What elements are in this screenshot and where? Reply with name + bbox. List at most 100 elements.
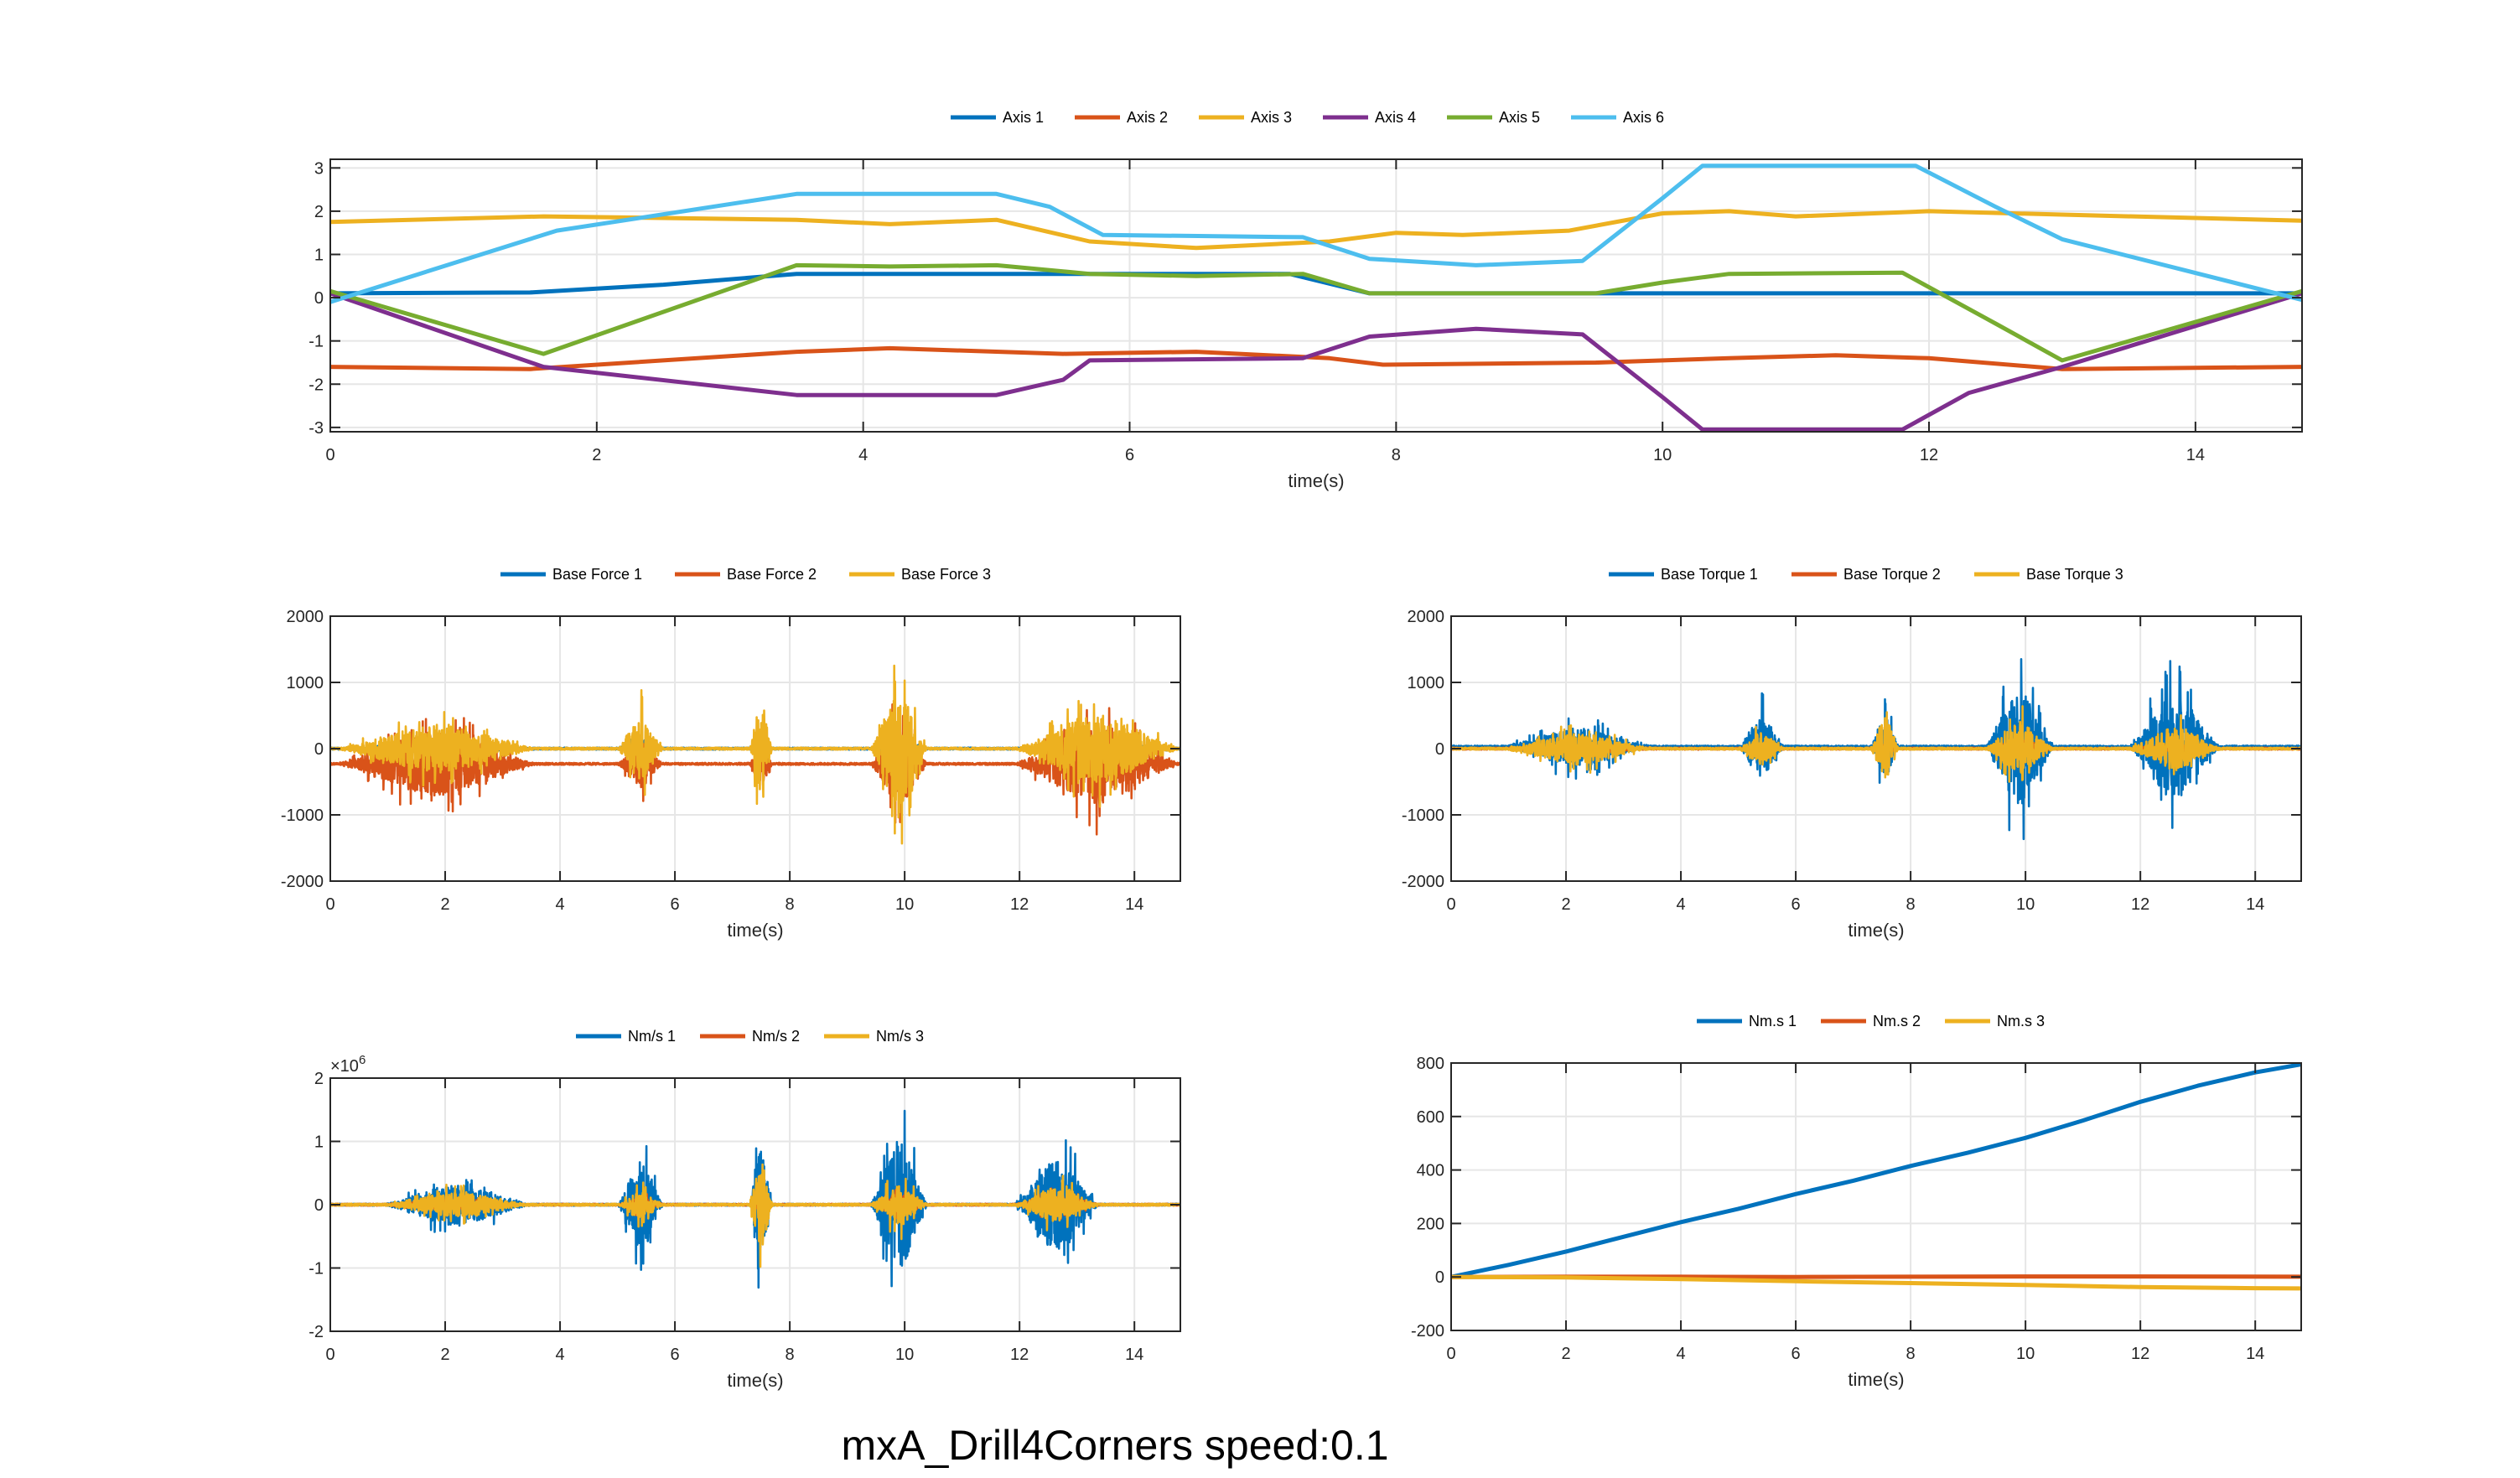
y-tick-label: 1000: [1408, 674, 1445, 692]
y-tick-label: -1: [309, 333, 324, 351]
legend-label: Nm/s 2: [752, 1028, 800, 1045]
legend-label: Nm/s 1: [628, 1028, 676, 1045]
x-tick-label: 8: [786, 1346, 795, 1364]
y-tick-label: 3: [314, 159, 324, 178]
x-tick-label: 6: [1791, 1345, 1801, 1363]
x-tick-label: 10: [895, 1346, 914, 1364]
x-axis-label: time(s): [1288, 470, 1344, 491]
series-line-3: [330, 664, 1180, 845]
series-line-3: [330, 209, 2302, 251]
series-group: [330, 1109, 1180, 1289]
x-tick-label: 4: [1676, 1345, 1685, 1363]
x-tick-label: 2: [440, 1346, 449, 1364]
series-group: [330, 163, 2302, 432]
figure-suptitle: mxA_Drill4Corners speed:0.1: [841, 1422, 1389, 1469]
x-tick-label: 6: [1125, 446, 1134, 464]
legend-label: Axis 5: [1499, 109, 1540, 126]
y-tick-label: 1000: [287, 674, 324, 692]
y-tick-label: 0: [314, 289, 324, 308]
y-tick-label: 0: [314, 740, 324, 759]
x-tick-label: 0: [1446, 1345, 1455, 1363]
series-line-4: [330, 291, 2302, 432]
x-tick-label: 14: [2246, 1345, 2264, 1363]
legend-label: Nm/s 3: [876, 1028, 924, 1045]
x-tick-label: 0: [325, 446, 334, 464]
x-tick-label: 12: [2131, 1345, 2149, 1363]
y-tick-label: -2000: [1402, 873, 1444, 891]
legend-label: Axis 6: [1623, 109, 1664, 126]
x-tick-label: 2: [1561, 1345, 1570, 1363]
legend-label: Axis 1: [1003, 109, 1044, 126]
x-tick-label: 12: [2131, 895, 2149, 914]
legend-label: Axis 3: [1251, 109, 1292, 126]
x-tick-label: 4: [1676, 895, 1685, 914]
series-group: [1451, 1063, 2301, 1291]
series-line-2: [330, 345, 2302, 371]
x-tick-label: 6: [671, 1346, 680, 1364]
y-tick-label: 2000: [287, 608, 324, 626]
x-tick-label: 10: [2016, 1345, 2035, 1363]
y-tick-label: 800: [1417, 1055, 1444, 1073]
series-line-5: [330, 262, 2302, 363]
y-tick-label: 0: [1435, 740, 1444, 759]
chart-3: 0 2 4 6 8 10 12 14 -2000 -1000 0 1000 2000 time(s) Bas…: [1402, 566, 2302, 941]
x-axis-label: time(s): [727, 920, 783, 941]
y-tick-label: 400: [1417, 1162, 1444, 1180]
series-group: [330, 664, 1180, 845]
legend-label: Axis 2: [1127, 109, 1168, 126]
x-tick-label: 14: [1125, 895, 1143, 914]
plot-area: [330, 159, 2302, 432]
y-tick-label: -2000: [281, 873, 324, 891]
chart-5: 0 2 4 6 8 10 12 14-2000200400600800time(s)Nm.s …: [1411, 1013, 2302, 1390]
y-exponent-power: 6: [359, 1053, 366, 1067]
y-tick-label: -1000: [281, 806, 324, 825]
y-tick-label: -2: [309, 376, 324, 394]
legend-label: Base Torque 3: [2026, 566, 2123, 583]
y-tick-label: -2: [309, 1323, 324, 1341]
y-tick-label: 0: [1435, 1268, 1444, 1287]
y-tick-label: -3: [309, 419, 324, 438]
y-tick-label: 1: [314, 246, 324, 264]
series-line-3: [1451, 705, 2301, 783]
x-tick-label: 4: [555, 895, 564, 914]
x-tick-label: 8: [1906, 1345, 1916, 1363]
x-tick-label: 8: [1392, 446, 1401, 464]
series-line-6: [330, 163, 2302, 304]
y-tick-label: -1: [309, 1260, 324, 1278]
legend-label: Base Torque 2: [1843, 566, 1941, 583]
x-tick-label: 0: [325, 1346, 334, 1364]
legend-label: Nm.s 1: [1749, 1013, 1797, 1029]
x-tick-label: 10: [1653, 446, 1672, 464]
y-tick-label: 2000: [1408, 608, 1445, 626]
x-tick-label: 12: [1010, 895, 1029, 914]
x-axis-label: time(s): [1848, 1369, 1904, 1390]
y-tick-label: 2: [314, 1070, 324, 1088]
axes-box: [1450, 1062, 2302, 1331]
x-tick-label: 10: [2016, 895, 2035, 914]
x-tick-label: 2: [1561, 895, 1570, 914]
series-line-3: [330, 1163, 1180, 1268]
x-tick-label: 6: [671, 895, 680, 914]
x-tick-label: 14: [2186, 446, 2205, 464]
legend-label: Base Force 2: [727, 566, 817, 583]
series-line-3: [1451, 1274, 2301, 1291]
x-tick-label: 12: [1010, 1346, 1029, 1364]
x-axis-label: time(s): [727, 1370, 783, 1391]
x-tick-label: 4: [555, 1346, 564, 1364]
plot-area: [1451, 1063, 2301, 1330]
y-tick-label: 600: [1417, 1108, 1444, 1127]
x-tick-label: 12: [1920, 446, 1938, 464]
x-tick-label: 0: [1446, 895, 1455, 914]
legend-label: Base Torque 1: [1661, 566, 1758, 583]
y-exponent-label: ×106: [330, 1053, 366, 1076]
x-tick-label: 6: [1791, 895, 1801, 914]
y-tick-label: -1000: [1402, 806, 1444, 825]
chart-2: 0 2 4 6 8 10 12 14 -2000 -1000 0 1000 2000 time(s) Bas…: [281, 566, 1181, 941]
series-line-1: [1451, 1063, 2301, 1279]
x-tick-label: 14: [2246, 895, 2264, 914]
legend-label: Base Force 1: [552, 566, 642, 583]
y-tick-label: -200: [1411, 1322, 1444, 1341]
x-tick-label: 14: [1125, 1346, 1143, 1364]
